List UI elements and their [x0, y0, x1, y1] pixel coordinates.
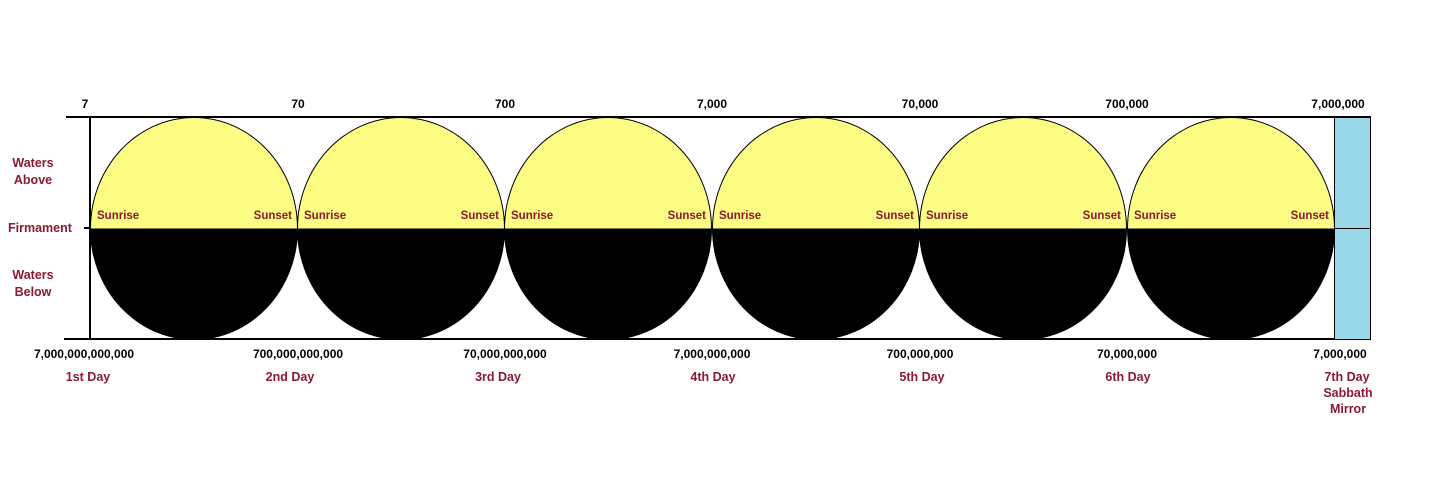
bottom-scale-line — [64, 338, 1371, 340]
top-scale-label: 7,000 — [696, 97, 728, 111]
bottom-scale-label: 700,000,000,000 — [252, 347, 344, 361]
bottom-scale-label: 70,000,000 — [1096, 347, 1158, 361]
sunrise-label-3: Sunrise — [511, 210, 554, 222]
sabbath-mirror-label: Sabbath Mirror — [1323, 386, 1373, 416]
sunrise-label-1: Sunrise — [97, 210, 140, 222]
sunset-label-6: Sunset — [1290, 210, 1329, 222]
sunrise-label-2: Sunrise — [304, 210, 347, 222]
bottom-scale-label: 7,000,000 — [1313, 347, 1367, 361]
top-scale-label: 7,000,000 — [1311, 97, 1365, 111]
day-disc-4 — [712, 117, 920, 340]
sunrise-label-6: Sunrise — [1134, 210, 1177, 222]
day-label-2: 2nd Day — [265, 370, 315, 384]
day-label-3: 3rd Day — [475, 370, 521, 384]
waters-below-label: Waters Below — [12, 268, 54, 299]
sunset-label-2: Sunset — [460, 210, 499, 222]
sunset-label-4: Sunset — [875, 210, 914, 222]
bottom-scale-label: 700,000,000 — [886, 347, 954, 361]
top-scale-line — [66, 116, 1371, 118]
sabbath-mirror-upper-cell — [1334, 117, 1371, 229]
top-scale-label: 7 — [81, 97, 89, 111]
day-disc-2 — [297, 117, 505, 340]
day-disc-6 — [1127, 117, 1335, 340]
day-label-5: 5th Day — [899, 370, 945, 384]
day-disc-1 — [90, 117, 298, 340]
sunrise-label-5: Sunrise — [926, 210, 969, 222]
firmament-label: Firmament — [8, 221, 72, 235]
top-scale-label: 700,000 — [1105, 97, 1149, 111]
day-disc-3 — [504, 117, 712, 340]
sunrise-label-4: Sunrise — [719, 210, 762, 222]
day-label-1: 1st Day — [65, 370, 111, 384]
top-scale-label: 700 — [494, 97, 516, 111]
bottom-scale-label: 7,000,000,000 — [673, 347, 751, 361]
day-label-7: 7th Day — [1324, 370, 1370, 384]
top-scale-label: 70,000 — [901, 97, 939, 111]
sunset-label-3: Sunset — [667, 210, 706, 222]
day-disc-5 — [919, 117, 1127, 340]
top-scale-label: 70 — [291, 97, 305, 111]
bottom-scale-label: 7,000,000,000,000 — [33, 347, 135, 361]
waters-above-label: Waters Above — [12, 156, 54, 187]
sabbath-mirror-lower-cell — [1334, 228, 1371, 340]
sunset-label-1: Sunset — [253, 210, 292, 222]
day-label-6: 6th Day — [1105, 370, 1151, 384]
sunset-label-5: Sunset — [1082, 210, 1121, 222]
day-label-4: 4th Day — [690, 370, 736, 384]
bottom-scale-label: 70,000,000,000 — [463, 347, 547, 361]
